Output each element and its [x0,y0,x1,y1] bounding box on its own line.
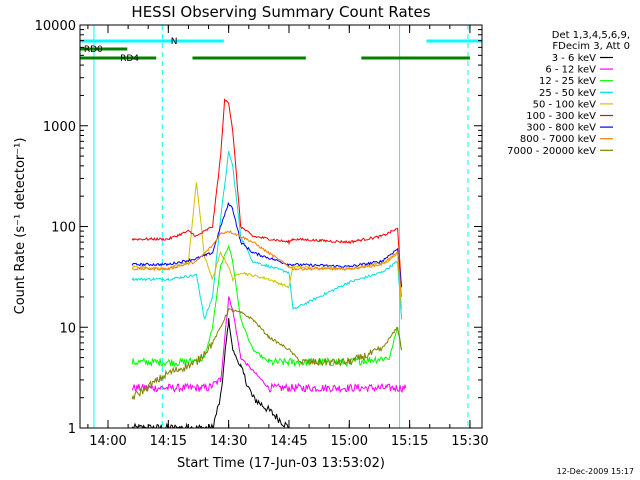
y-axis-label: Count Rate (s⁻¹ detector⁻¹) [13,138,28,315]
series-line-6 [131,201,403,288]
legend: Det 1,3,4,5,6,9,FDecim 3, Att 03 - 6 keV… [507,30,630,157]
y-tick-label: 1 [68,422,76,437]
y-tick-label: 10 [59,321,76,336]
legend-label: 7000 - 20000 keV [507,146,596,157]
series-line-3 [131,150,403,320]
y-tick-label: 10000 [35,19,76,34]
y-tick-label: 100 [51,221,76,236]
series-line-0 [131,318,289,428]
legend-label: 3 - 6 keV [552,53,596,64]
y-axis: 1 10 100 1000 10000 [35,19,482,437]
flag-label-n: N [171,37,178,47]
x-axis-label: Start Time (17-Jun-03 13:53:02) [177,456,385,471]
legend-header-line: FDecim 3, Att 0 [552,41,630,52]
footer-date: 12-Dec-2009 15:17 [557,467,634,476]
legend-label: 50 - 100 keV [533,99,597,110]
x-tick-label: 15:15 [391,434,428,449]
x-tick-label: 14:15 [150,434,187,449]
legend-label: 800 - 7000 keV [520,134,596,145]
x-axis: 14:00 14:15 14:30 14:45 15:00 15:15 15:30 [87,25,489,449]
series-line-4 [131,182,403,310]
x-tick-label: 15:30 [451,434,488,449]
x-tick-label: 14:00 [89,434,126,449]
series-line-2 [131,244,403,368]
x-tick-label: 15:00 [331,434,368,449]
series-line-8 [131,308,402,400]
series-line-7 [131,229,403,297]
legend-label: 100 - 300 keV [526,111,596,122]
x-tick-label: 14:45 [270,434,307,449]
flag-label-rd0: RD0 [84,45,103,55]
flag-label-rd4: RD4 [120,54,139,64]
legend-label: 6 - 12 keV [545,65,596,76]
x-tick-label: 14:30 [210,434,247,449]
chart-title: HESSI Observing Summary Count Rates [131,3,430,21]
legend-label: 25 - 50 keV [539,88,596,99]
series-line-5 [131,97,403,288]
legend-header-line: Det 1,3,4,5,6,9, [552,30,630,41]
legend-label: 12 - 25 keV [539,76,596,87]
legend-label: 300 - 800 keV [526,123,596,134]
plot-area: RD0 RD4 N [80,25,482,428]
series-line-1 [131,296,407,394]
y-tick-label: 1000 [43,120,76,135]
